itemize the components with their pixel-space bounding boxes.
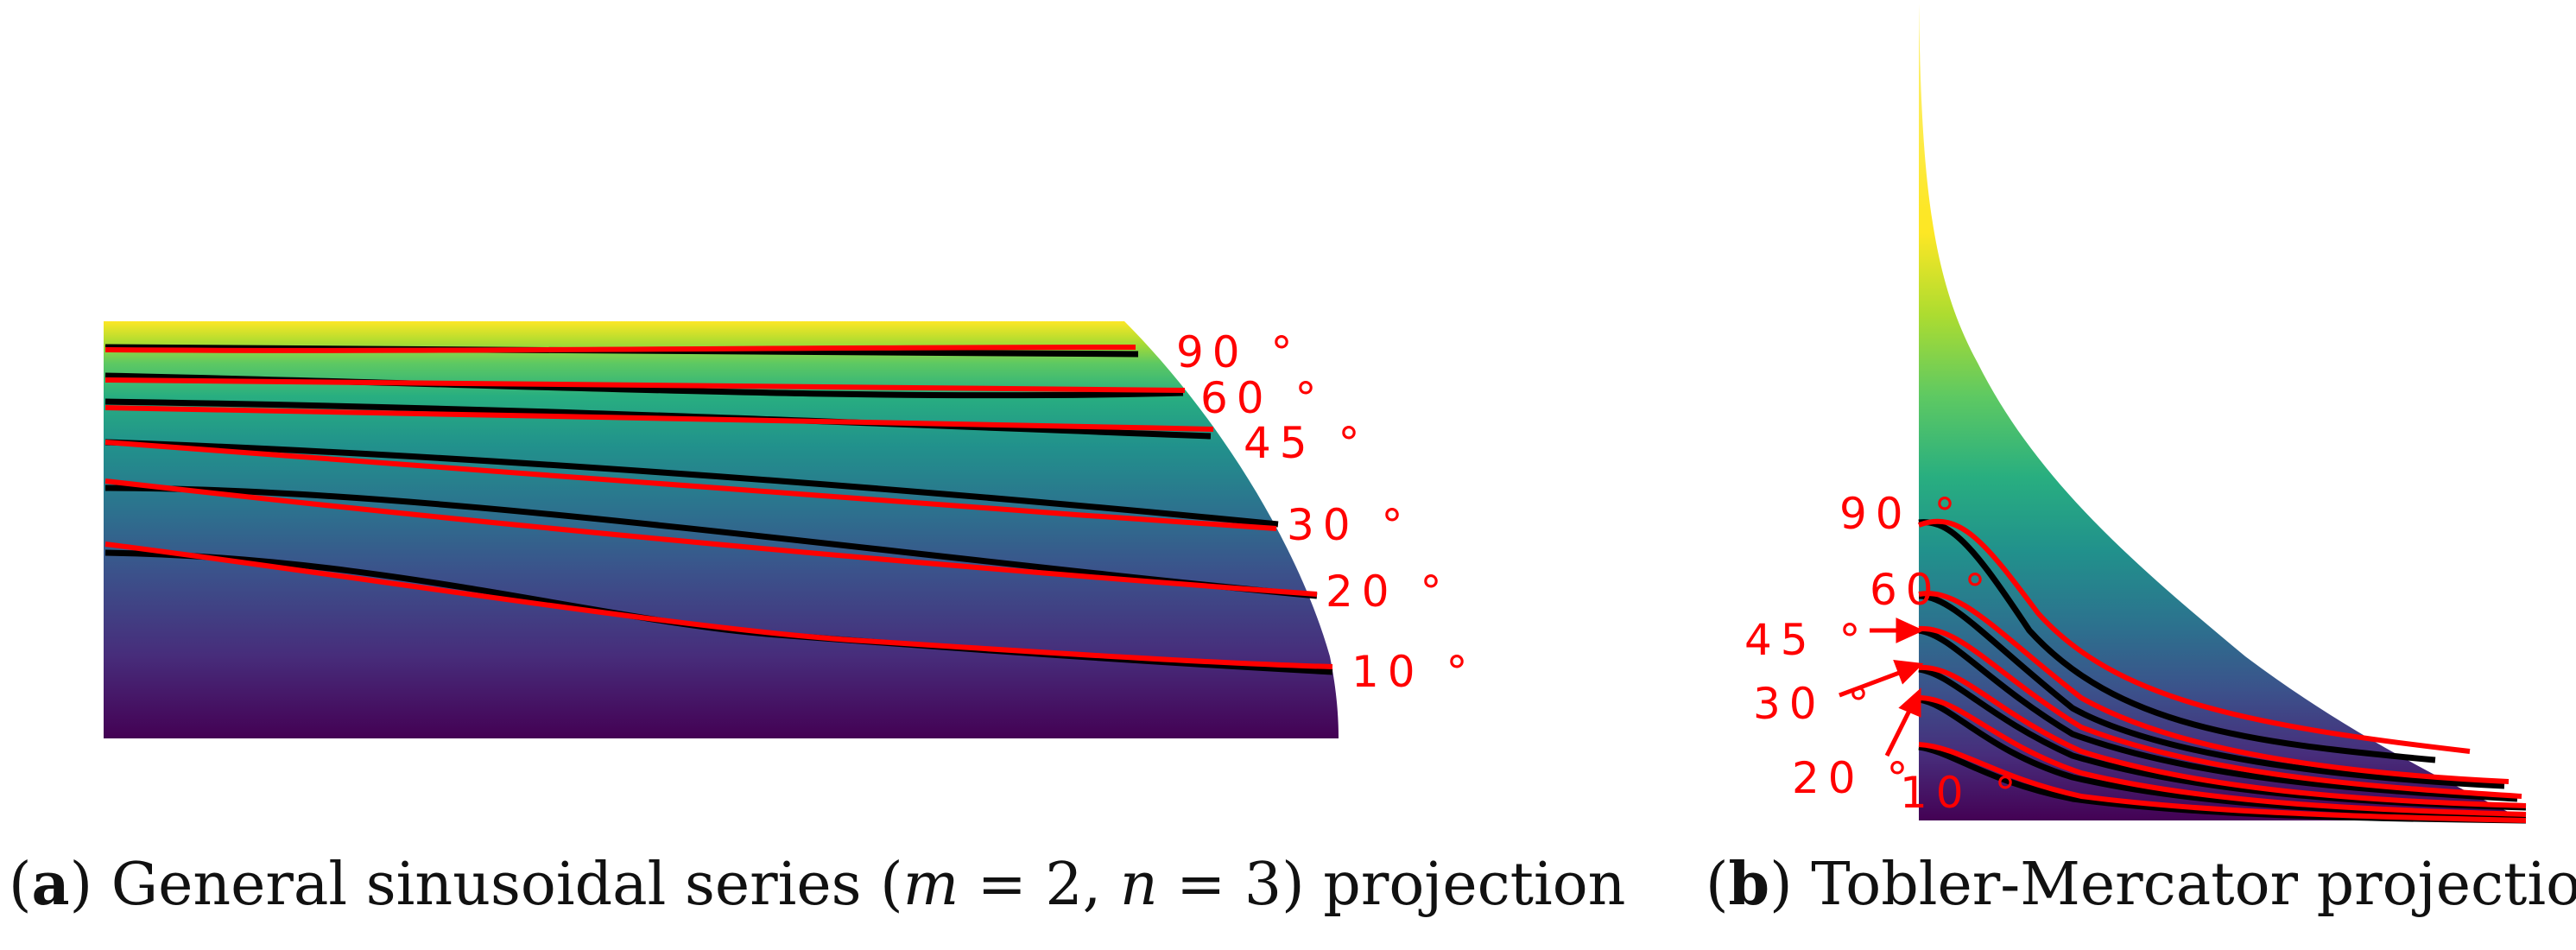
b-red-curve-30: [1918, 664, 2527, 808]
caption-b-text: Tobler-Mercator projection: [1811, 851, 2576, 919]
panel-b-arrows: [1839, 618, 1925, 757]
panel-b-label-90: 90 °: [1839, 489, 1965, 539]
panel-b-label-30: 30 °: [1753, 679, 1878, 729]
b-red-curve-60: [1918, 591, 2510, 784]
red-curve-10: [104, 542, 1333, 669]
red-curve-20: [104, 478, 1318, 597]
panel-a-map: 90 ° 60 ° 45 ° 30 ° 20 ° 10 °: [104, 321, 1477, 738]
panel-b-label-60: 60 °: [1870, 565, 1995, 615]
arrow-45-head: [1896, 618, 1925, 643]
b-red-curve-10: [1918, 742, 2527, 823]
b-red-curve-20: [1918, 695, 2527, 817]
panel-a-label-45: 45 °: [1244, 418, 1369, 468]
caption-a-eq-m: = 2,: [959, 851, 1120, 919]
b-black-curve-45: [1918, 627, 2518, 802]
caption-a-letter: a: [31, 850, 70, 919]
black-curve-20: [104, 484, 1318, 599]
red-curve-30: [104, 440, 1277, 531]
panel-a-label-30: 30 °: [1287, 500, 1412, 550]
caption-b: (b) Tobler-Mercator projection: [1706, 855, 2576, 915]
red-curve-90: [104, 345, 1136, 353]
arrow-30-head: [1893, 660, 1924, 685]
panel-a-label-60: 60 °: [1200, 373, 1326, 423]
red-curve-45: [104, 405, 1214, 432]
panel-a-latitude-labels: 90 ° 60 ° 45 ° 30 ° 20 ° 10 °: [1176, 327, 1477, 697]
panel-b-label-20: 20 °: [1792, 753, 1917, 803]
black-curve-30: [104, 439, 1279, 528]
caption-b-letter: b: [1728, 850, 1770, 919]
red-curve-60: [104, 377, 1186, 393]
panel-a-red-curves: [104, 345, 1333, 669]
panel-a-label-20: 20 °: [1326, 567, 1451, 617]
panel-b-red-curves: [1917, 518, 2527, 823]
arrow-30: [1839, 667, 1909, 698]
b-black-curve-90: [1918, 519, 2436, 763]
panel-a-label-90: 90 °: [1176, 327, 1301, 377]
caption-a-n: n: [1119, 851, 1158, 919]
panel-b-fade: [1919, 4, 2526, 820]
panel-b-latitude-labels: 90 ° 60 ° 45 ° 30 ° 20 ° 10 °: [1744, 489, 2025, 818]
arrow-20-head: [1898, 687, 1921, 718]
panel-b-label-10: 10 °: [1900, 768, 2025, 818]
panel-a-label-10: 10 °: [1351, 647, 1477, 697]
b-red-curve-45: [1918, 625, 2522, 799]
caption-a-m: m: [902, 851, 959, 919]
caption-a: (a) General sinusoidal series (m = 2, n …: [9, 850, 1626, 919]
panel-b-map: 90 ° 60 ° 45 ° 30 ° 20 ° 10 °: [1744, 4, 2527, 824]
caption-a-text: General sinusoidal series (: [111, 851, 903, 919]
b-red-curve-90: [1917, 518, 2471, 754]
arrow-20: [1884, 702, 1915, 757]
b-black-curve-60: [1918, 592, 2505, 789]
panel-b-label-45: 45 °: [1744, 615, 1870, 665]
caption-a-eq-n: = 3) projection: [1157, 851, 1626, 919]
